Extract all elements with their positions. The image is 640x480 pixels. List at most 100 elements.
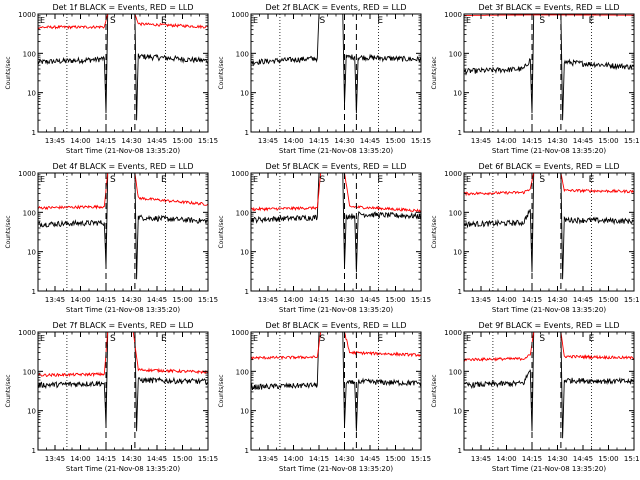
y-tick-label: 1000 xyxy=(18,11,36,19)
plot-area xyxy=(464,173,634,280)
marker-e: E xyxy=(377,16,383,26)
x-axis-label: Start Time (21-Nov-08 13:35:20) xyxy=(66,147,180,155)
y-axis-label: Counts/sec xyxy=(5,56,12,89)
y-tick-label: 1 xyxy=(32,447,36,455)
y-axis-label: Counts/sec xyxy=(431,56,438,89)
x-tick-label: 14:00 xyxy=(70,137,90,145)
x-tick-label: 13:45 xyxy=(258,455,278,463)
panel-title: Det 3f BLACK = Events, RED = LLD xyxy=(478,3,619,12)
marker-e: E xyxy=(589,334,595,344)
x-tick-label: 14:30 xyxy=(547,137,567,145)
marker-e: E xyxy=(377,175,383,185)
x-tick-label: 14:30 xyxy=(547,296,567,304)
plot-area xyxy=(251,332,421,432)
x-tick-label: 15:00 xyxy=(385,455,405,463)
x-tick-label: 14:00 xyxy=(283,455,303,463)
x-tick-label: 14:45 xyxy=(360,137,380,145)
corner-e-marker: E xyxy=(253,334,258,343)
marker-s: S xyxy=(539,334,545,344)
plot-frame xyxy=(250,331,422,451)
plot-area xyxy=(464,332,634,439)
y-tick-label: 10 xyxy=(27,249,36,257)
y-tick-label: 1000 xyxy=(18,329,36,337)
series-lld xyxy=(464,332,634,362)
x-tick-label: 13:45 xyxy=(45,296,65,304)
y-tick-label: 1000 xyxy=(231,11,249,19)
series-lld xyxy=(38,332,208,378)
y-tick-label: 10 xyxy=(27,90,36,98)
plot-frame xyxy=(37,172,209,292)
x-tick-label: 15:00 xyxy=(385,137,405,145)
y-tick-label: 1 xyxy=(32,129,36,137)
x-axis-label: Start Time (21-Nov-08 13:35:20) xyxy=(66,306,180,314)
plot-area xyxy=(251,14,421,114)
y-axis-label: Counts/sec xyxy=(5,374,12,407)
y-tick-label: 10 xyxy=(453,249,462,257)
x-tick-label: 14:00 xyxy=(283,137,303,145)
series-lld xyxy=(251,332,421,361)
plot-frame xyxy=(463,13,635,133)
y-axis-label: Counts/sec xyxy=(5,215,12,248)
x-axis-label: Start Time (21-Nov-08 13:35:20) xyxy=(279,306,393,314)
y-tick-label: 1000 xyxy=(444,11,462,19)
x-tick-label: 14:15 xyxy=(309,137,329,145)
x-tick-label: 14:15 xyxy=(96,455,116,463)
y-tick-label: 10 xyxy=(240,408,249,416)
y-tick-label: 100 xyxy=(236,50,249,58)
x-tick-label: 14:30 xyxy=(547,455,567,463)
x-tick-label: 14:30 xyxy=(334,296,354,304)
x-tick-label: 15:00 xyxy=(172,137,192,145)
series-events xyxy=(38,173,208,280)
marker-e: E xyxy=(377,334,383,344)
x-tick-label: 14:15 xyxy=(96,296,116,304)
corner-e-marker: E xyxy=(253,175,258,184)
panel-det-1: Det 1f BLACK = Events, RED = LLD E S E 1 10 10… xyxy=(5,3,218,155)
x-axis-label: Start Time (21-Nov-08 13:35:20) xyxy=(279,147,393,155)
marker-e: E xyxy=(589,175,595,185)
series-lld xyxy=(464,173,634,197)
x-axis-label: Start Time (21-Nov-08 13:35:20) xyxy=(66,465,180,473)
x-axis-label: Start Time (21-Nov-08 13:35:20) xyxy=(492,147,606,155)
marker-e: E xyxy=(161,16,167,26)
y-axis-label: Counts/sec xyxy=(431,215,438,248)
series-events xyxy=(464,173,634,280)
marker-s: S xyxy=(539,175,545,185)
x-tick-label: 14:00 xyxy=(496,455,516,463)
panel-det-8: Det 8f BLACK = Events, RED = LLD E S E 1 10 10… xyxy=(218,321,431,473)
y-tick-label: 1000 xyxy=(18,170,36,178)
x-tick-label: 14:30 xyxy=(334,137,354,145)
y-tick-label: 100 xyxy=(236,368,249,376)
x-tick-label: 14:15 xyxy=(522,455,542,463)
plot-frame xyxy=(37,331,209,451)
x-tick-label: 15:00 xyxy=(172,455,192,463)
panel-title: Det 1f BLACK = Events, RED = LLD xyxy=(52,3,193,12)
x-tick-label: 15:15 xyxy=(198,137,218,145)
corner-e-marker: E xyxy=(40,175,45,184)
y-tick-label: 100 xyxy=(449,50,462,58)
y-axis-label: Counts/sec xyxy=(218,215,225,248)
series-events xyxy=(464,332,634,439)
series-events xyxy=(251,332,421,432)
x-tick-label: 14:30 xyxy=(121,455,141,463)
plot-frame xyxy=(463,331,635,451)
plot-area xyxy=(251,173,421,273)
x-tick-label: 14:00 xyxy=(70,296,90,304)
y-tick-label: 10 xyxy=(453,90,462,98)
panel-title: Det 5f BLACK = Events, RED = LLD xyxy=(265,162,406,171)
x-tick-label: 15:00 xyxy=(172,296,192,304)
y-axis-label: Counts/sec xyxy=(218,56,225,89)
x-tick-label: 13:45 xyxy=(45,455,65,463)
y-tick-label: 1 xyxy=(245,129,249,137)
panel-det-6: Det 6f BLACK = Events, RED = LLD E S E 1 10 10… xyxy=(431,162,640,314)
y-tick-label: 10 xyxy=(240,249,249,257)
x-axis-label: Start Time (21-Nov-08 13:35:20) xyxy=(492,306,606,314)
x-tick-label: 14:30 xyxy=(121,296,141,304)
x-tick-label: 13:45 xyxy=(45,137,65,145)
corner-e-marker: E xyxy=(40,334,45,343)
plot-area xyxy=(38,14,208,121)
marker-e: E xyxy=(161,334,167,344)
corner-e-marker: E xyxy=(466,175,471,184)
y-tick-label: 1 xyxy=(245,288,249,296)
plot-frame xyxy=(250,13,422,133)
x-axis-label: Start Time (21-Nov-08 13:35:20) xyxy=(279,465,393,473)
